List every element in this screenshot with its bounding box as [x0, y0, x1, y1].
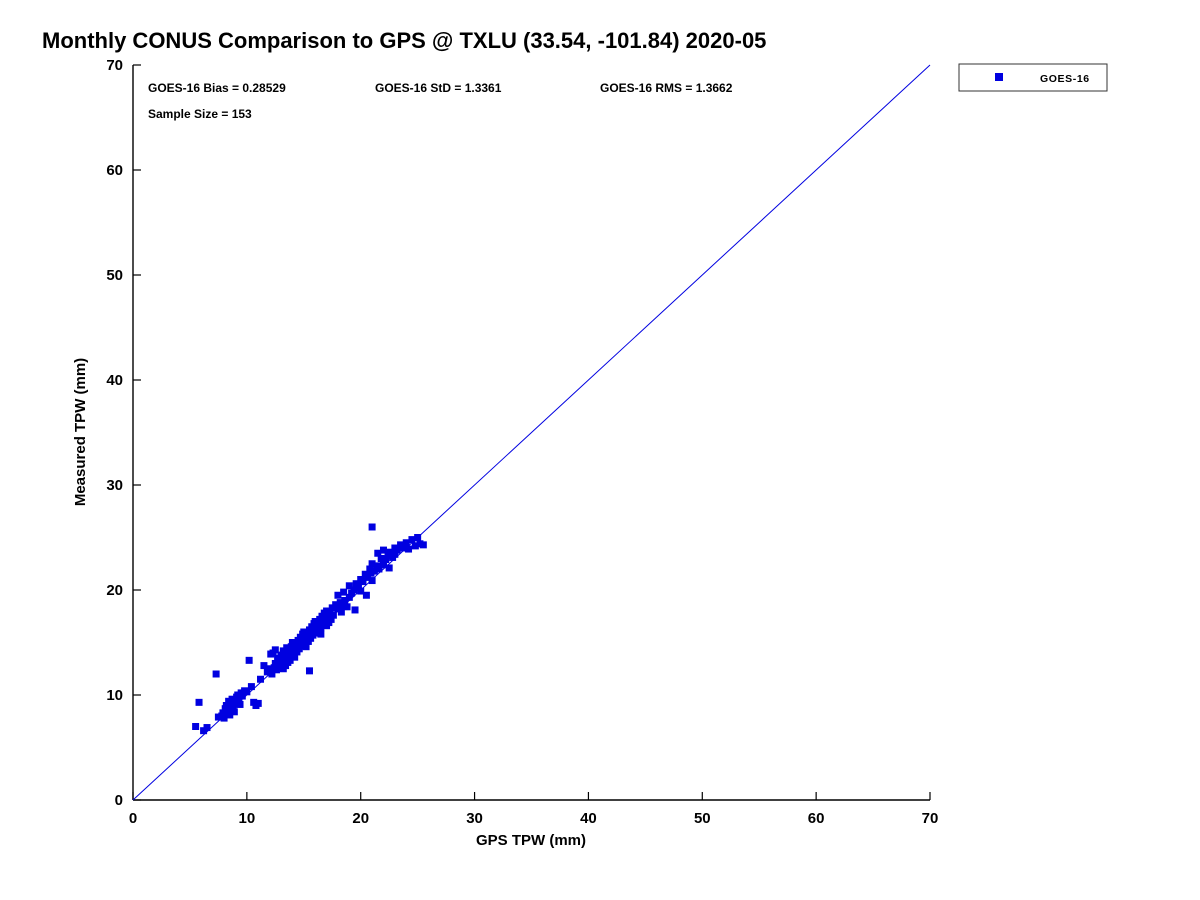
legend-entry-label: GOES-16	[1040, 73, 1090, 85]
stat-rms: GOES-16 RMS = 1.3662	[600, 81, 733, 95]
y-tick-label: 20	[106, 582, 123, 599]
x-tick-label: 40	[580, 810, 597, 827]
y-tick-label: 10	[106, 687, 123, 704]
x-tick-label: 50	[694, 810, 711, 827]
x-axis-label: GPS TPW (mm)	[476, 832, 586, 849]
y-tick-label: 50	[106, 267, 123, 284]
x-tick-label: 10	[239, 810, 256, 827]
legend: GOES-16	[958, 63, 1108, 92]
x-tick-label: 60	[808, 810, 825, 827]
legend-box	[958, 63, 1108, 92]
chart-title: Monthly CONUS Comparison to GPS @ TXLU (…	[42, 28, 766, 53]
y-tick-label: 0	[115, 792, 123, 809]
x-tick-label: 0	[129, 810, 137, 827]
y-tick-label: 70	[106, 57, 123, 74]
legend-marker-square-icon	[995, 73, 1003, 81]
stat-bias: GOES-16 Bias = 0.28529	[148, 81, 286, 95]
x-tick-label: 30	[466, 810, 483, 827]
stat-std: GOES-16 StD = 1.3361	[375, 81, 502, 95]
axes: 0 10 20 30 40 50 60 70 0 10 20 30 40 50 60 70	[106, 57, 938, 827]
x-tick-label: 70	[922, 810, 939, 827]
x-tick-label: 20	[352, 810, 369, 827]
y-tick-label: 40	[106, 372, 123, 389]
one-to-one-line	[132, 64, 931, 801]
stat-sample-size: Sample Size = 153	[148, 107, 252, 121]
y-tick-label: 30	[106, 477, 123, 494]
y-axis-label: Measured TPW (mm)	[72, 358, 89, 506]
y-tick-label: 60	[106, 162, 123, 179]
data-points	[192, 523, 427, 735]
